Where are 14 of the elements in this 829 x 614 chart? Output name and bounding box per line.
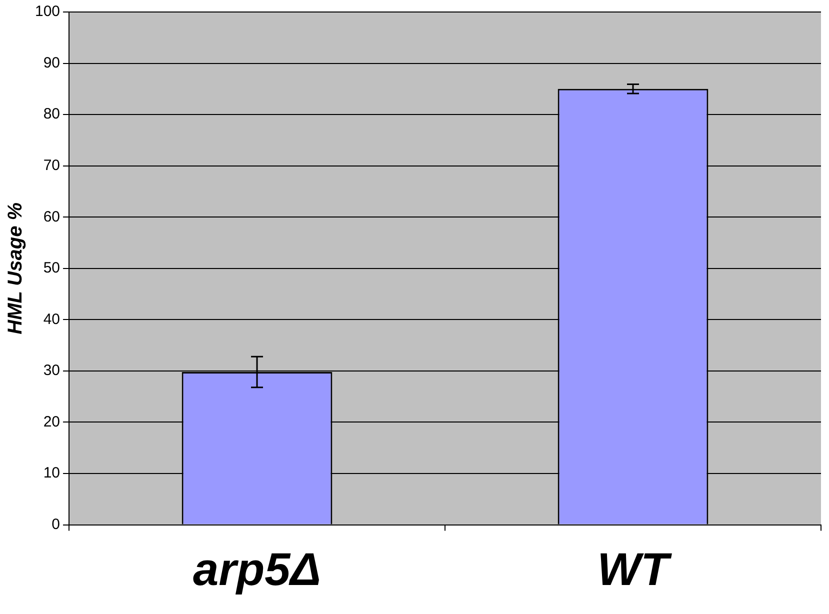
y-tick-label: 30 [43,362,60,380]
y-tick-label: 80 [43,106,60,123]
y-tick-label: 100 [34,3,60,20]
y-tick-label: 40 [43,310,60,328]
x-tick-label: arp5Δ [192,543,322,596]
y-tick-label: 20 [43,413,60,430]
x-tick-label: WT [597,543,673,596]
y-tick-label: 10 [43,464,60,482]
y-tick-label: 60 [43,208,60,226]
y-axis-title: HML Usage % [4,202,27,334]
y-tick-label: 50 [43,260,60,277]
y-tick-label: 0 [52,516,60,533]
y-tick-label: 70 [43,156,60,174]
y-tick-label: 90 [43,54,60,72]
